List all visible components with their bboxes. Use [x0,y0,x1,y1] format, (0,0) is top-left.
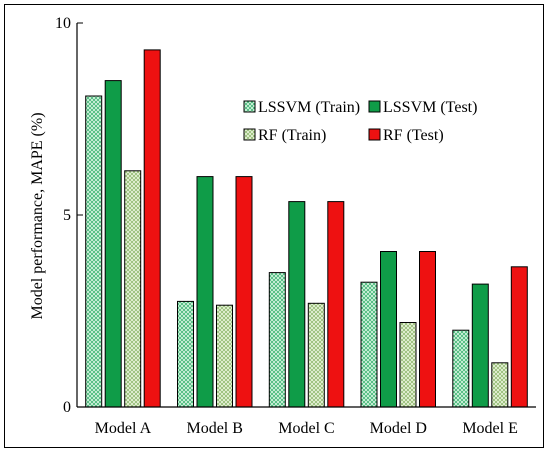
legend-swatch [243,100,256,113]
bar-lssvm-test-model-b [196,176,214,408]
bar-lssvm-test-model-a [104,80,122,408]
bar-rf-test-model-a [143,49,161,408]
legend-label: LSSVM (Train) [258,99,360,116]
axes-layer: Model A Model B Model C Model D Model E 0 5 10 [55,15,536,437]
legend-swatch [368,100,381,113]
bar-rf-train-model-d [399,322,417,408]
bars-layer [85,49,528,408]
legend-swatch [368,128,381,141]
bar-rf-train-model-a [124,170,142,408]
bar-lssvm-train-model-e [452,329,470,408]
x-tick-label: Model B [186,420,242,437]
bar-rf-test-model-d [419,251,436,408]
legend-label: LSSVM (Test) [383,99,477,116]
bar-lssvm-train-model-c [268,272,286,408]
legend-label: RF (Test) [383,127,444,144]
y-tick-label: 0 [63,399,71,416]
y-tick-label: 10 [55,15,71,32]
x-tick-label: Model A [95,420,152,437]
bar-rf-train-model-b [216,304,233,408]
bar-rf-test-model-b [235,176,253,408]
legend-label: RF (Train) [258,127,326,144]
bar-rf-test-model-c [327,201,345,408]
x-tick-label: Model D [370,420,427,437]
bar-lssvm-train-model-d [360,281,378,408]
bar-lssvm-train-model-a [85,95,103,408]
y-axis-label: Model performance, MAPE (%) [29,112,46,319]
x-tick-label: Model C [278,420,334,437]
bar-rf-test-model-e [510,266,528,408]
x-tick-label: Model E [462,420,518,437]
legend: LSSVM (Train) LSSVM (Test) RF (Train) RF (T… [243,99,477,144]
bar-lssvm-test-model-d [380,251,397,408]
y-tick-label: 5 [63,207,71,224]
bar-rf-train-model-e [491,362,509,408]
bar-lssvm-test-model-c [288,201,306,408]
bar-rf-train-model-c [307,302,325,408]
bar-lssvm-train-model-b [177,300,194,408]
legend-swatch [243,128,256,141]
bar-lssvm-test-model-e [471,283,489,408]
